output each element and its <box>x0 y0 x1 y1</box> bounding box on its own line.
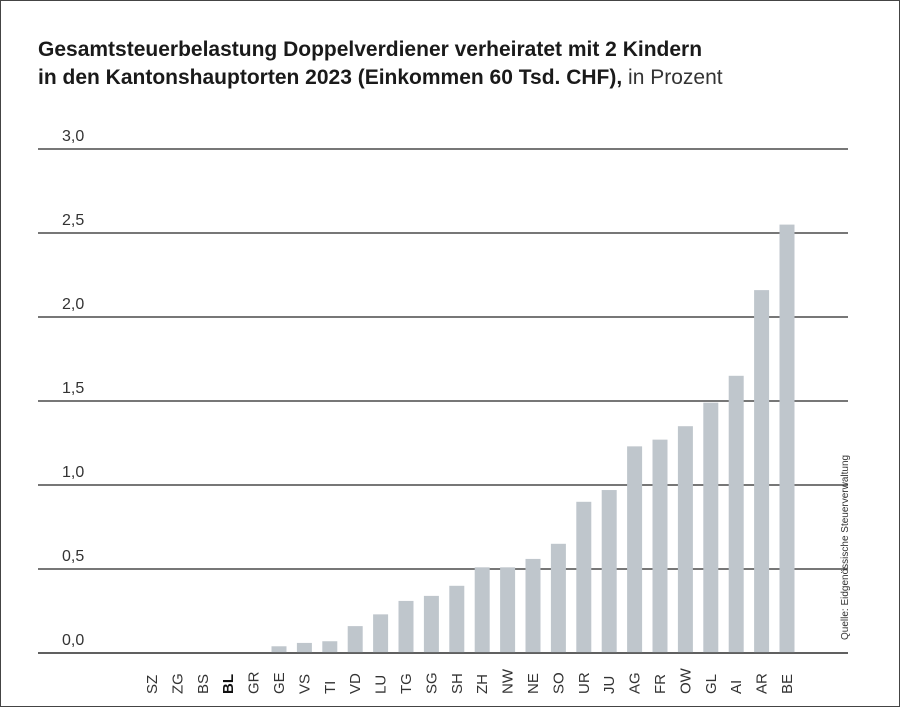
x-tick-label: TG <box>398 673 415 694</box>
x-tick-label: BL <box>220 674 237 694</box>
bar-ag <box>627 446 643 653</box>
bar-vd <box>347 626 363 653</box>
title-line-2: in den Kantonshauptorten 2023 (Einkommen… <box>38 64 723 92</box>
bar-be <box>779 224 795 653</box>
y-tick-labels: 0,0 0,5 1,0 1,5 2,0 2,5 3,0 <box>62 128 84 649</box>
x-tick-label: TI <box>322 681 339 694</box>
x-tick-label: GR <box>246 671 263 694</box>
x-tick-label: BS <box>195 674 212 694</box>
bar-tg <box>398 600 414 653</box>
y-tick-label: 1,5 <box>62 380 84 397</box>
x-tick-label: FR <box>652 674 669 694</box>
x-tick-label: ZH <box>474 674 491 694</box>
x-tick-label: SH <box>449 673 466 694</box>
bar-ur <box>576 501 592 653</box>
x-tick-label: VD <box>347 673 364 694</box>
bar-ar <box>754 290 770 653</box>
bars <box>38 224 848 654</box>
x-tick-label: BE <box>779 674 796 694</box>
bar-ne <box>525 558 541 653</box>
bar-gl <box>703 402 719 653</box>
title-line-1: Gesamtsteuerbelastung Doppelverdiener ve… <box>38 38 703 61</box>
x-tick-label: SO <box>550 672 567 694</box>
bar-ti <box>322 641 338 653</box>
x-tick-label: NW <box>500 668 517 694</box>
y-tick-label: 2,0 <box>62 296 84 313</box>
x-tick-label: SZ <box>144 675 161 694</box>
bar-ge <box>271 646 287 653</box>
x-tick-label: UR <box>576 672 593 694</box>
bar-sh <box>449 585 465 653</box>
bar-sg <box>423 595 439 653</box>
y-tick-label: 1,0 <box>62 464 84 481</box>
bar-ow <box>677 426 693 653</box>
bar-ju <box>601 490 617 653</box>
y-tick-label: 3,0 <box>62 128 84 145</box>
source-note: Quelle: Eidgenössische Steuerverwaltung <box>840 455 851 640</box>
bar-lu <box>373 614 389 653</box>
bar-fr <box>652 439 668 653</box>
x-tick-label: OW <box>677 667 694 694</box>
gridlines <box>38 148 848 654</box>
title-unit: in Prozent <box>628 66 723 89</box>
x-tick-label: GL <box>703 674 720 694</box>
title-line-2-main: in den Kantonshauptorten 2023 (Einkommen… <box>38 66 623 89</box>
x-tick-label: NE <box>525 673 542 694</box>
bar-ai <box>728 375 744 653</box>
x-tick-label: AG <box>627 672 644 694</box>
x-tick-label: AI <box>728 680 745 694</box>
x-tick-label: VS <box>296 674 313 694</box>
bar-zh <box>474 567 490 653</box>
x-tick-labels: SZ ZG BS BL GR GE VS TI VD LU TG SG SH ZH NW NE SO UR JU AG… <box>144 667 796 694</box>
chart-title: Gesamtsteuerbelastung Doppelverdiener ve… <box>38 36 723 92</box>
y-tick-label: 0,5 <box>62 548 84 565</box>
x-tick-label: JU <box>601 676 618 694</box>
x-tick-label: ZG <box>169 673 186 694</box>
y-tick-label: 2,5 <box>62 212 84 229</box>
x-tick-label: LU <box>373 675 390 694</box>
x-tick-label: GE <box>271 672 288 694</box>
x-tick-label: AR <box>754 673 771 694</box>
bar-so <box>550 543 566 653</box>
bar-vs <box>296 642 312 653</box>
y-tick-label: 0,0 <box>62 632 84 649</box>
x-tick-label: SG <box>423 672 440 694</box>
bar-nw <box>500 567 516 653</box>
